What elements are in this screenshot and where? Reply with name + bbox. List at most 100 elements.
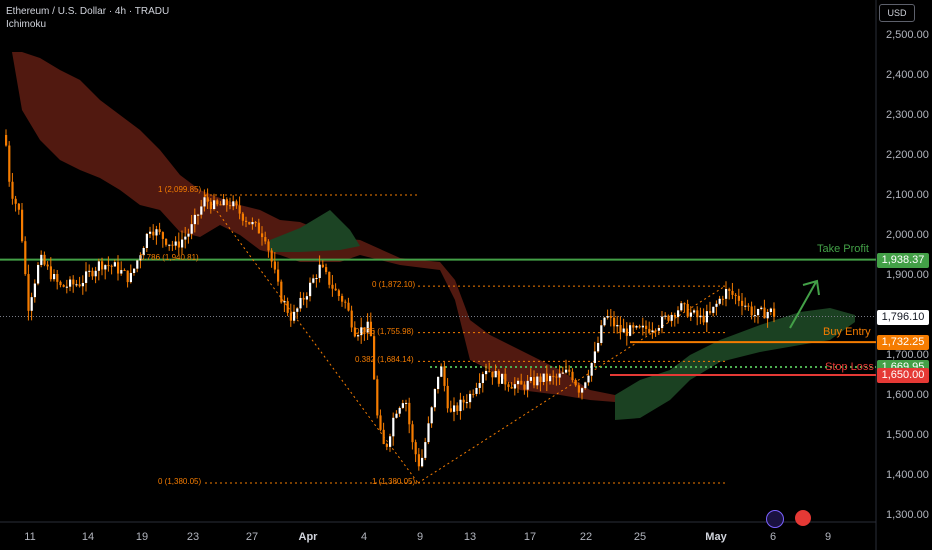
indicator-label[interactable]: Ichimoku (6, 19, 47, 30)
candle-body (773, 308, 776, 317)
candle-body (741, 300, 744, 306)
candle-body (293, 311, 296, 321)
candle-body (389, 436, 392, 447)
candle-body (181, 239, 184, 248)
candle-body (165, 238, 168, 245)
stop-loss-price-tag: 1,650.00 (877, 368, 929, 383)
fib-right-label: 0.236 (1,755.98) (355, 326, 414, 336)
stop-loss-label: Stop Loss (825, 361, 874, 373)
candle-body (337, 290, 340, 297)
price-tick-label: 1,900.00 (886, 269, 929, 281)
candle-body (347, 302, 350, 311)
candle-body (334, 288, 337, 291)
price-tick-label: 1,400.00 (886, 469, 929, 481)
candle-body (673, 314, 676, 318)
candle-body (501, 373, 504, 384)
candle-body (373, 336, 376, 380)
candle-body (113, 262, 116, 267)
alert-icon[interactable] (795, 510, 811, 526)
candle-body (241, 213, 244, 221)
candle-body (49, 266, 52, 280)
candle-body (536, 376, 539, 386)
candle-body (110, 265, 113, 267)
candle-body (750, 306, 753, 316)
candle-body (459, 399, 462, 412)
candle-body (94, 270, 97, 277)
candle-body (65, 286, 68, 288)
fib-left-label: 0 (1,380.05) (158, 476, 202, 486)
candle-body (120, 270, 123, 274)
candle-body (686, 303, 689, 317)
replay-icon[interactable] (766, 510, 784, 528)
time-tick-label: 22 (579, 531, 593, 543)
time-tick-label: 14 (81, 531, 95, 543)
candle-body (222, 199, 225, 206)
candle-body (33, 283, 36, 298)
price-tick-label: 1,500.00 (886, 429, 929, 441)
candle-body (677, 310, 680, 318)
candle-body (558, 373, 561, 378)
candle-body (216, 200, 219, 205)
candle-body (78, 284, 81, 287)
candle-body (8, 145, 11, 182)
candle-body (763, 307, 766, 319)
candle-body (229, 205, 232, 207)
candle-body (197, 214, 200, 216)
candle-body (136, 260, 139, 269)
take-profit-price-tag: 1,938.37 (877, 252, 929, 268)
candle-body (405, 402, 408, 404)
candle-body (341, 296, 344, 302)
candle-body (465, 402, 468, 404)
candle-body (654, 330, 657, 332)
candle-body (238, 205, 241, 214)
candle-body (619, 324, 622, 333)
candle-body (72, 279, 75, 285)
time-tick-label: 6 (769, 531, 777, 543)
candle-body (382, 429, 385, 445)
candle-body (600, 325, 603, 343)
candle-body (145, 233, 148, 249)
candle-body (542, 373, 545, 383)
candle-body (715, 303, 718, 307)
price-axis-panel (876, 0, 932, 550)
candle-body (174, 241, 177, 246)
candle-body (661, 316, 664, 329)
candle-body (510, 386, 513, 389)
candle-body (277, 269, 280, 282)
price-tick-label: 2,000.00 (886, 229, 929, 241)
candle-body (433, 389, 436, 408)
candle-body (526, 380, 529, 390)
candle-body (766, 311, 769, 319)
candle-body (481, 374, 484, 384)
candle-body (11, 181, 14, 199)
candle-body (670, 314, 673, 321)
candle-body (587, 375, 590, 383)
candle-body (5, 135, 8, 146)
candle-body (190, 224, 193, 234)
candle-body (305, 296, 308, 300)
candle-body (261, 233, 264, 238)
candle-body (593, 351, 596, 364)
candle-body (56, 273, 59, 282)
candle-body (625, 328, 628, 336)
candle-body (689, 312, 692, 317)
candle-body (757, 309, 760, 316)
candle-body (760, 307, 763, 310)
ichimoku-cloud-bullish-early (270, 210, 360, 252)
candle-body (721, 298, 724, 300)
candle-body (731, 290, 734, 295)
fib-left-label: 1 (2,099.85) (158, 185, 202, 195)
candle-body (152, 231, 155, 236)
candle-body (24, 241, 27, 275)
candle-body (302, 297, 305, 300)
symbol-title[interactable]: Ethereum / U.S. Dollar · 4h · TRADU (6, 6, 170, 17)
candle-body (209, 201, 212, 210)
currency-button[interactable]: USD (879, 4, 915, 22)
candle-body (21, 209, 24, 242)
candle-body (645, 325, 648, 329)
candle-body (376, 379, 379, 416)
candle-body (37, 264, 40, 284)
candle-body (472, 393, 475, 395)
candle-body (440, 366, 443, 377)
